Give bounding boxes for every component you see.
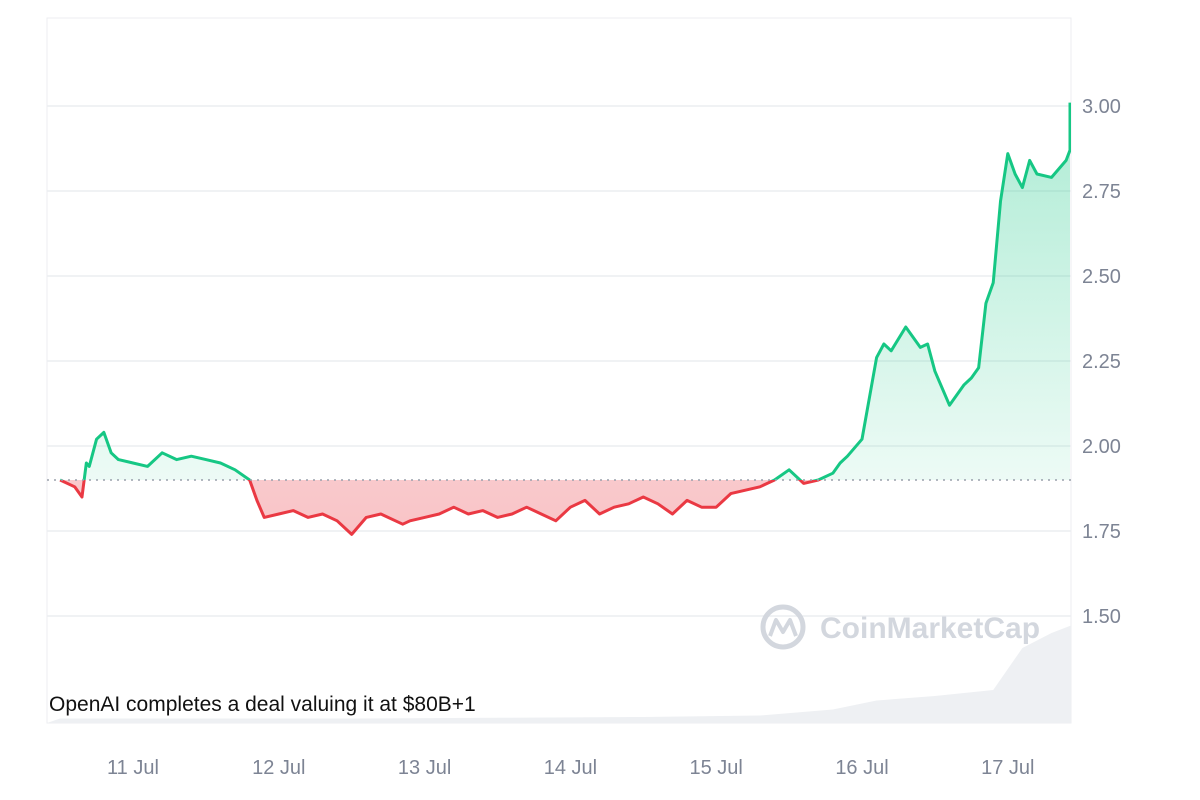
y-tick-label: 2.75: [1082, 181, 1121, 203]
x-tick-label: 16 Jul: [835, 757, 888, 779]
x-axis: 11 Jul 12 Jul 13 Jul 14 Jul 15 Jul 16 Jul 17 J…: [107, 757, 1034, 779]
y-tick-label: 1.50: [1082, 606, 1121, 628]
y-tick-label: 2.50: [1082, 266, 1121, 288]
y-tick-label: 2.00: [1082, 436, 1121, 458]
y-tick-label: 3.00: [1082, 96, 1121, 118]
x-tick-label: 14 Jul: [544, 757, 597, 779]
price-fill-areas: [60, 102, 1070, 535]
watermark: CoinMarketCap: [760, 604, 1040, 650]
coinmarketcap-logo-wave-icon: [768, 618, 798, 637]
coinmarketcap-logo-icon: [760, 604, 806, 650]
x-tick-label: 11 Jul: [107, 757, 159, 779]
news-annotation[interactable]: OpenAI completes a deal valuing it at $8…: [49, 693, 476, 716]
price-line-down: [59, 480, 822, 536]
price-fill-below: [60, 480, 1070, 535]
grid-lines: [47, 105, 1071, 617]
y-tick-label: 2.25: [1082, 351, 1121, 373]
volume-area: [47, 618, 1071, 723]
price-lines: [59, 102, 1071, 536]
volume-shape: [47, 618, 1071, 723]
x-tick-label: 17 Jul: [981, 757, 1034, 779]
price-fill-above: [60, 102, 1070, 480]
y-axis: 1.50 1.75 2.00 2.25 2.50 2.75 3.00: [1082, 96, 1121, 628]
y-tick-label: 1.75: [1082, 521, 1121, 543]
x-tick-label: 15 Jul: [690, 757, 743, 779]
x-tick-label: 13 Jul: [398, 757, 451, 779]
price-line-up: [60, 102, 1071, 480]
x-tick-label: 12 Jul: [252, 757, 305, 779]
watermark-text: CoinMarketCap: [820, 612, 1040, 645]
